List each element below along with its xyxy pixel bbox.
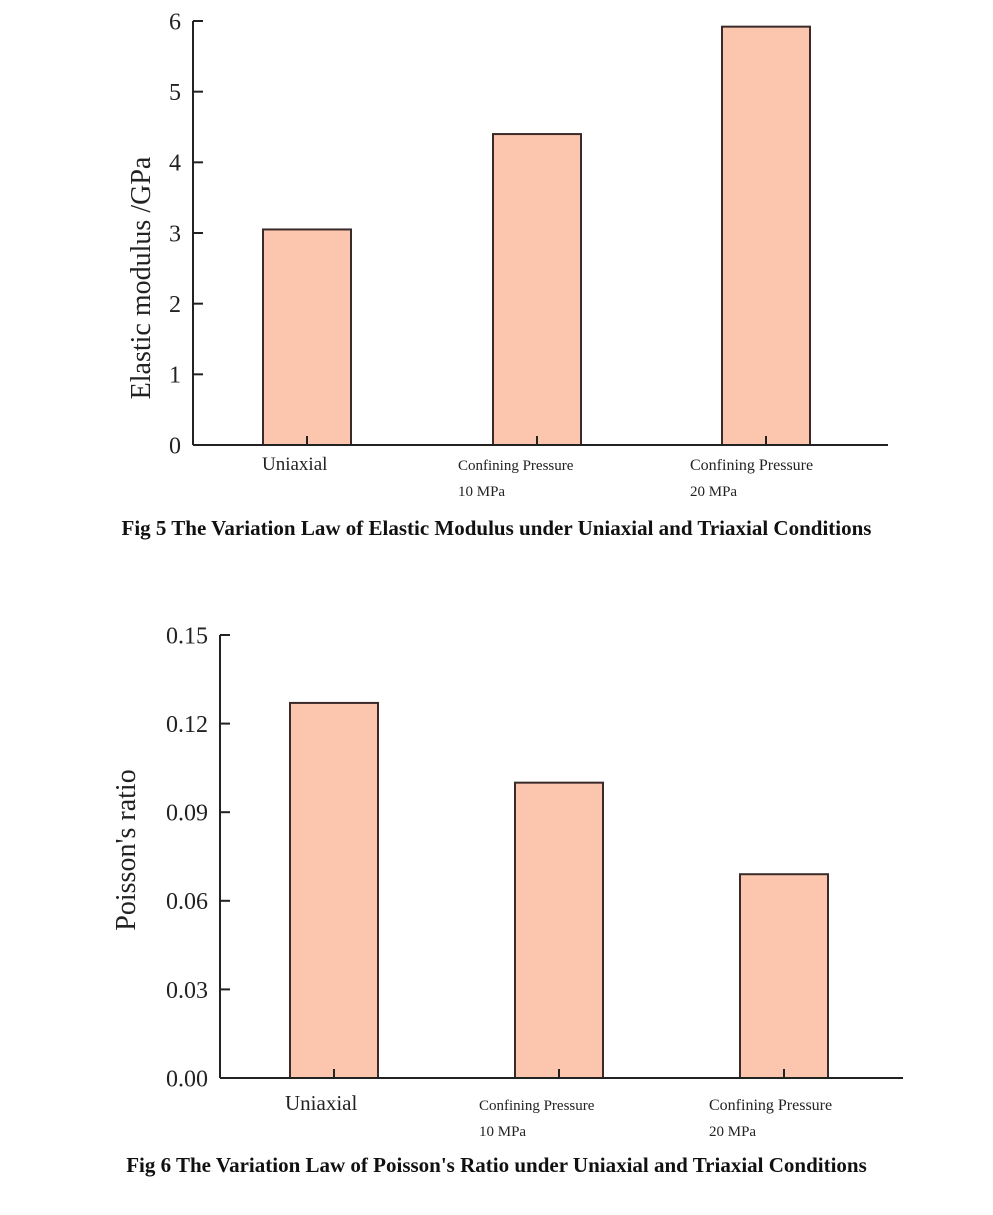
x-category-label: 10 MPa xyxy=(458,484,505,500)
x-category-label: Confining Pressure xyxy=(709,1097,832,1114)
y-tick-label: 2 xyxy=(169,292,181,318)
bar-0 xyxy=(262,228,352,446)
bar-2 xyxy=(739,873,829,1079)
x-category-label: Uniaxial xyxy=(262,454,327,475)
y-tick-label: 4 xyxy=(169,151,181,177)
y-tick-label: 1 xyxy=(169,363,181,389)
y-axis-label: Poisson's ratio xyxy=(111,769,142,930)
x-category-label: 10 MPa xyxy=(479,1124,526,1140)
y-tick-label: 0.12 xyxy=(166,712,208,738)
y-tick-label: 0.06 xyxy=(166,889,208,915)
y-tick-label: 5 xyxy=(169,80,181,106)
y-tick-label: 0 xyxy=(169,433,181,459)
x-category-label: 20 MPa xyxy=(709,1124,756,1140)
x-category-label: Confining Pressure xyxy=(458,458,574,474)
y-tick-label: 6 xyxy=(169,9,181,35)
poissons-ratio-chart: 0.00 0.03 0.06 0.09 0.12 0.15 Uniaxial Confinin… xyxy=(111,623,903,1140)
x-category-label: 20 MPa xyxy=(690,484,737,500)
x-category-label: Uniaxial xyxy=(285,1091,357,1115)
bar-1 xyxy=(514,781,604,1080)
x-category-label: Confining Pressure xyxy=(479,1098,595,1114)
figure-5: 0 1 2 3 4 5 6 Uniaxial Confining Pressure 10 MPa C… xyxy=(0,0,993,560)
y-axis-label: Elastic modulus /GPa xyxy=(126,156,157,399)
figure-6: 0.00 0.03 0.06 0.09 0.12 0.15 Uniaxial Confinin… xyxy=(0,600,993,1200)
x-category-label: Confining Pressure xyxy=(690,457,813,474)
figure-6-caption: Fig 6 The Variation Law of Poisson's Rat… xyxy=(126,1153,867,1177)
bar-2 xyxy=(721,25,811,447)
y-tick-label: 0.03 xyxy=(166,978,208,1004)
y-tick-label: 0.00 xyxy=(166,1066,208,1092)
y-tick-label: 0.09 xyxy=(166,801,208,827)
figure-5-caption: Fig 5 The Variation Law of Elastic Modul… xyxy=(121,516,872,540)
bar-0 xyxy=(289,701,379,1079)
y-tick-label: 3 xyxy=(169,221,181,247)
y-tick-label: 0.15 xyxy=(166,623,208,649)
bar-1 xyxy=(492,133,582,446)
elastic-modulus-chart: 0 1 2 3 4 5 6 Uniaxial Confining Pressure 10 MPa C… xyxy=(126,9,888,500)
